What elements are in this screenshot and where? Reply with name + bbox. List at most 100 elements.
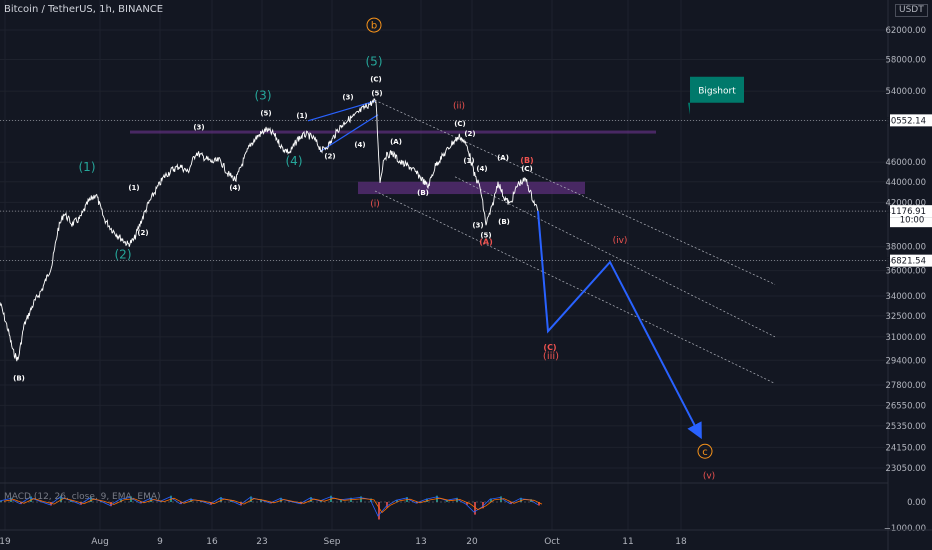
y-tick-label: 23050.00 [885, 464, 926, 474]
macd-bar [150, 497, 152, 502]
wave-label-circle [697, 443, 713, 459]
macd-bar [60, 495, 62, 502]
macd-bar [446, 499, 448, 502]
y-tick-label: 58000.00 [885, 56, 926, 66]
price-time-label: 10:00 [900, 216, 925, 226]
wave-label: (C) [521, 165, 533, 173]
wave-label: (C) [543, 343, 556, 352]
wave-label: (A) [479, 237, 493, 246]
x-tick-label: Aug [91, 537, 109, 547]
x-tick-label: 23 [256, 537, 267, 547]
y-tick-label: 24150.00 [885, 443, 926, 453]
macd-bar [110, 502, 112, 507]
y-tick-label: 29400.00 [885, 356, 926, 366]
y-tick-label: 31000.00 [885, 333, 926, 343]
bigshort-callout[interactable]: Bigshort [688, 76, 744, 115]
wave-label: (4) [354, 141, 365, 149]
macd-signal-line [3, 497, 543, 514]
price-label-box [890, 205, 932, 218]
y-tick-label: 46000.00 [885, 158, 926, 168]
wave-label: (3) [472, 221, 483, 229]
wave-label: (1) [296, 112, 307, 120]
wave-trendline [307, 100, 376, 122]
price-axis[interactable]: 62000.00 58000.00 54000.00 46000.00 44000.00… [884, 0, 932, 550]
macd-bar [386, 502, 388, 508]
price-label-box-ext [890, 217, 932, 228]
wave-label: (B) [498, 218, 510, 226]
callout-text: Bigshort [698, 87, 736, 97]
wave-label: (5) [260, 110, 271, 118]
macd-bar [30, 496, 32, 502]
price-label-text: 36821.54 [885, 257, 926, 267]
currency-badge[interactable]: USDT [895, 4, 928, 17]
wave-label: (1) [128, 184, 139, 192]
macd-bar [426, 498, 428, 502]
wave-label: (2) [464, 130, 475, 138]
chart-title: Bitcoin / TetherUS, 1h, BINANCE [4, 4, 164, 15]
wave-label: (1) [463, 157, 474, 165]
y-tick-label: 36000.00 [885, 267, 926, 277]
wave-label: (iii) [543, 351, 559, 362]
wave-label: (3) [255, 88, 272, 102]
macd-bar [220, 497, 222, 502]
x-tick-label: Sep [324, 537, 341, 547]
macd-bar [310, 497, 312, 502]
x-tick-label: 19 [0, 537, 11, 547]
axis-background [888, 0, 932, 550]
price-line [0, 98, 539, 362]
price-label-box [890, 114, 932, 127]
y-tick-label: 44000.00 [885, 178, 926, 188]
wave-label: (1) [79, 160, 96, 174]
macd-pane [0, 495, 543, 520]
macd-bar [538, 502, 540, 506]
wave-trendline [319, 114, 379, 153]
macd-tick-label: 0.00 [907, 498, 926, 508]
macd-bar [120, 498, 122, 502]
macd-bar [280, 497, 282, 502]
resistance-zones [130, 130, 656, 195]
channel-lines [374, 99, 776, 384]
macd-bar [0, 500, 2, 502]
wave-label: (4) [286, 154, 303, 168]
x-tick-label: Oct [544, 537, 560, 547]
x-tick-label: 18 [675, 537, 687, 547]
wave-label: (B) [417, 189, 429, 197]
wave-label: (5) [480, 231, 491, 239]
wave-label: (B) [13, 374, 25, 382]
wave-label: (B) [520, 156, 533, 165]
wave-label: (2) [137, 229, 148, 237]
y-tick-label: 38000.00 [885, 243, 926, 253]
wave-label: (v) [703, 472, 715, 482]
wave-lines [307, 100, 379, 153]
macd-line [0, 496, 539, 517]
y-tick-label: 62000.00 [885, 26, 926, 36]
wave-label: (C) [454, 120, 466, 128]
wave-label: (4) [229, 184, 240, 192]
macd-tick-label: −1000.00 [884, 524, 926, 534]
y-tick-label: 54000.00 [885, 87, 926, 97]
wave-label: (iv) [613, 236, 628, 246]
channel-line [454, 176, 776, 338]
wave-label: c [702, 447, 708, 458]
time-axis[interactable]: 19 Aug 9 16 23 Sep 13 20 Oct 11 18 [0, 529, 932, 547]
horizontal-levels [0, 119, 888, 262]
macd-bar [370, 498, 372, 502]
x-tick-label: 11 [622, 537, 633, 547]
wave-label: (4) [476, 165, 487, 173]
wave-label-circle [366, 17, 382, 33]
macd-label: MACD (12, 26, close, 9, EMA, EMA) [4, 492, 161, 502]
x-tick-label: 20 [466, 537, 478, 547]
macd-bar [520, 497, 522, 502]
channel-line [374, 190, 776, 384]
y-tick-label: 27800.00 [885, 381, 926, 391]
y-tick-label: 32500.00 [885, 312, 926, 322]
macd-bar [190, 498, 192, 502]
macd-bar [160, 501, 162, 502]
projection-line [537, 210, 702, 440]
price-label-text: 50552.14 [885, 116, 926, 126]
macd-bar [320, 500, 322, 502]
resistance-zone [358, 181, 585, 195]
chart-grid [0, 0, 888, 530]
wave-label: (ii) [453, 102, 465, 112]
